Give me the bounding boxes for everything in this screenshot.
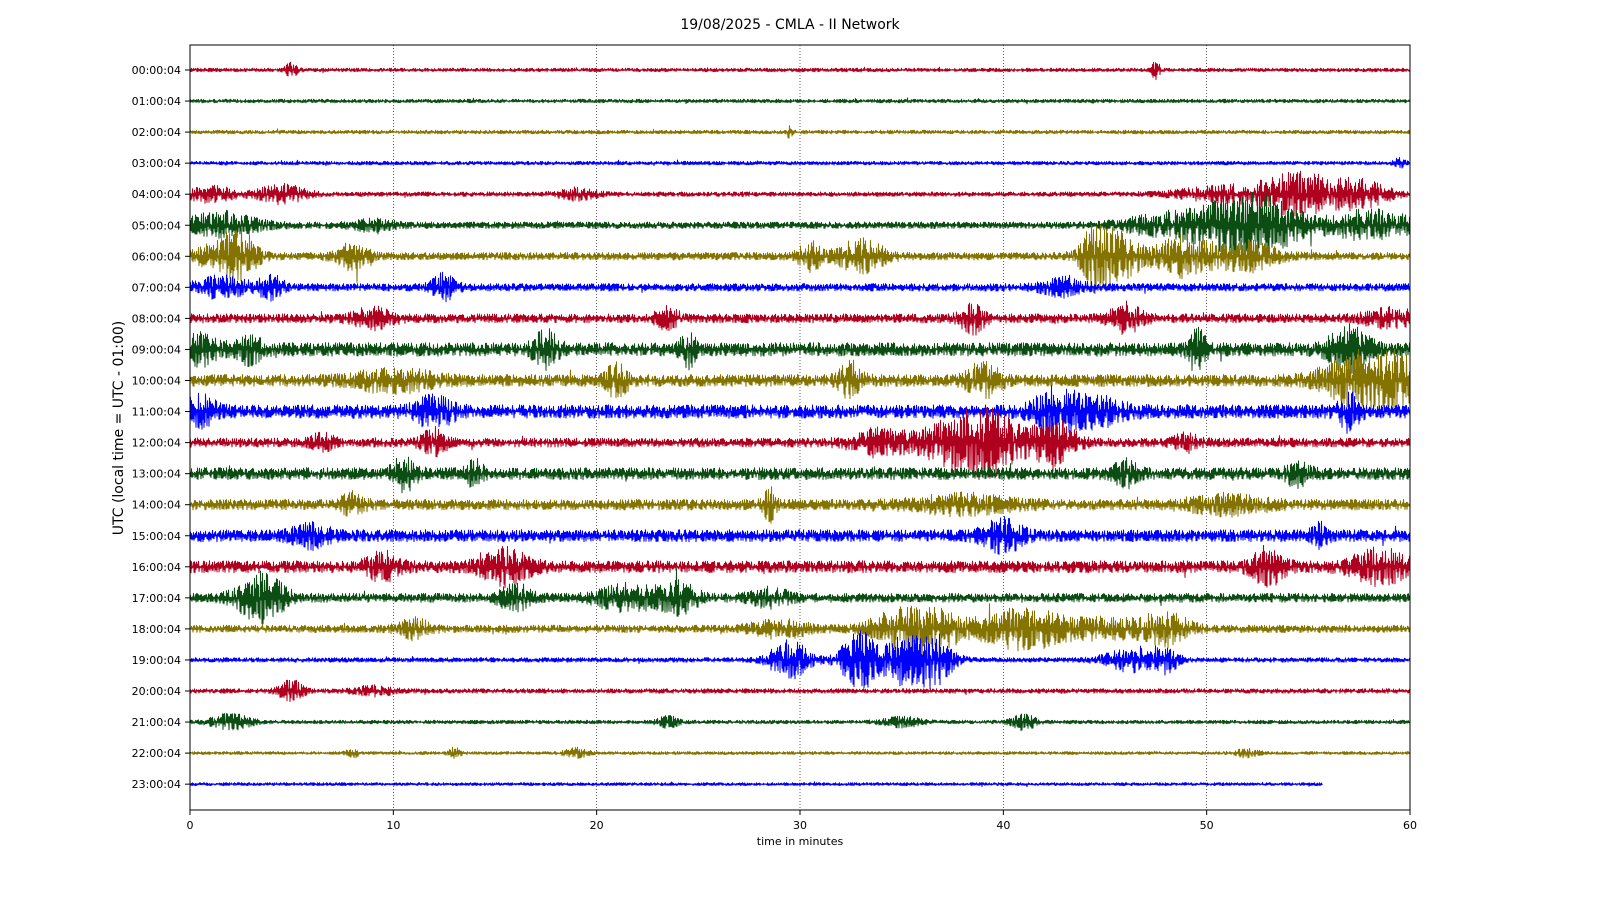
chart-title: 19/08/2025 - CMLA - II Network <box>680 17 900 33</box>
trace-18-00-04 <box>189 603 1411 662</box>
trace-17-00-04 <box>189 568 1411 625</box>
y-tick-label: 11:00:04 <box>132 406 181 419</box>
x-tick-label: 50 <box>1200 819 1214 832</box>
trace-01-00-04 <box>189 97 1411 105</box>
y-tick-label: 06:00:04 <box>132 250 181 263</box>
y-tick-label: 08:00:04 <box>132 312 181 325</box>
x-tick-group: 0 10 20 30 40 50 60 <box>187 810 1417 832</box>
trace-08-00-04 <box>189 300 1411 336</box>
y-tick-label: 01:00:04 <box>132 95 181 108</box>
y-tick-label: 18:00:04 <box>132 623 181 636</box>
x-axis-label: time in minutes <box>757 835 844 848</box>
y-tick-label: 00:00:04 <box>132 64 181 77</box>
y-tick-label: 09:00:04 <box>132 343 181 356</box>
trace-19-00-04 <box>189 630 1411 690</box>
x-tick-label: 30 <box>793 819 807 832</box>
trace-16-00-04 <box>189 544 1411 589</box>
y-tick-label: 04:00:04 <box>132 188 181 201</box>
y-tick-label: 15:00:04 <box>132 530 181 543</box>
trace-21-00-04 <box>189 713 1411 732</box>
trace-15-00-04 <box>189 516 1411 555</box>
y-tick-label: 02:00:04 <box>132 126 181 139</box>
trace-20-00-04 <box>189 679 1411 703</box>
trace-23-00-04 <box>189 781 1323 788</box>
x-tick-label: 0 <box>187 819 194 832</box>
y-tick-label: 23:00:04 <box>132 778 181 791</box>
trace-13-00-04 <box>189 456 1411 494</box>
trace-group <box>189 61 1411 788</box>
trace-06-00-04 <box>189 224 1411 295</box>
y-tick-label: 17:00:04 <box>132 592 181 605</box>
trace-12-00-04 <box>189 407 1411 479</box>
trace-05-00-04 <box>189 188 1411 261</box>
y-tick-label: 22:00:04 <box>132 747 181 760</box>
trace-14-00-04 <box>189 486 1411 524</box>
trace-09-00-04 <box>189 323 1411 376</box>
y-tick-label: 05:00:04 <box>132 219 181 232</box>
trace-04-00-04 <box>189 170 1411 217</box>
trace-03-00-04 <box>189 156 1411 169</box>
y-tick-label: 14:00:04 <box>132 499 181 512</box>
y-tick-label: 20:00:04 <box>132 685 181 698</box>
trace-10-00-04 <box>189 348 1411 413</box>
y-tick-label: 19:00:04 <box>132 654 181 667</box>
y-tick-label: 10:00:04 <box>132 375 181 388</box>
trace-02-00-04 <box>189 125 1411 139</box>
y-tick-label: 12:00:04 <box>132 437 181 450</box>
y-tick-label: 13:00:04 <box>132 468 181 481</box>
y-tick-label: 16:00:04 <box>132 561 181 574</box>
y-tick-label: 03:00:04 <box>132 157 181 170</box>
x-tick-label: 40 <box>996 819 1010 832</box>
trace-07-00-04 <box>189 271 1411 303</box>
y-tick-group: 00:00:04 01:00:04 02:00:04 03:00:04 04:00:04… <box>132 64 190 791</box>
x-tick-label: 60 <box>1403 819 1417 832</box>
trace-11-00-04 <box>189 385 1411 439</box>
y-tick-label: 21:00:04 <box>132 716 181 729</box>
y-tick-label: 07:00:04 <box>132 281 181 294</box>
y-axis-label: UTC (local time = UTC - 01:00) <box>111 321 127 536</box>
trace-00-00-04 <box>189 61 1411 81</box>
x-tick-label: 20 <box>590 819 604 832</box>
x-tick-label: 10 <box>386 819 400 832</box>
trace-22-00-04 <box>189 746 1411 759</box>
